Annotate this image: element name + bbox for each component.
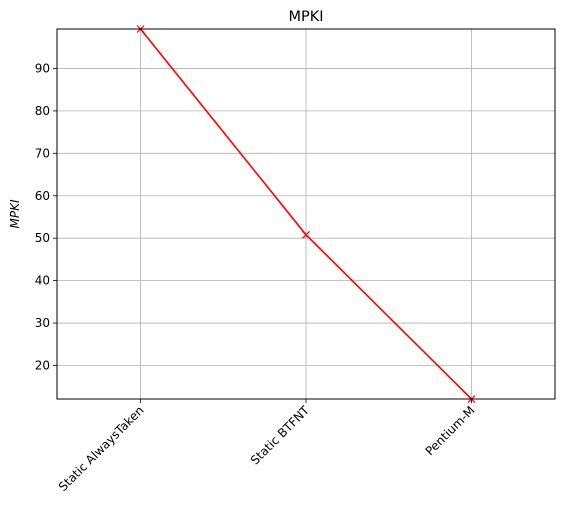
x-tick-label: Static BTFNT [248,403,313,468]
x-tick-label: Pentium-M [423,403,478,458]
y-tick-label: 60 [35,189,50,203]
y-tick-label: 50 [35,231,50,245]
chart-title: MPKI [288,9,323,25]
y-tick-label: 80 [35,104,50,118]
marker-stroke [302,230,310,239]
data-point [302,230,310,239]
grid-lines [57,29,555,399]
x-axis: Static AlwaysTaken Static BTFNT Pentium-M [56,399,478,494]
y-axis-label: MPKI [8,199,22,228]
y-tick-label: 30 [35,316,50,330]
y-tick-label: 90 [35,61,50,75]
y-tick-label: 70 [35,146,50,160]
x-tick-label: Static AlwaysTaken [56,403,147,494]
y-axis: 20 30 40 50 60 70 80 90 [35,61,57,372]
y-tick-label: 40 [35,274,50,288]
y-tick-label: 20 [35,358,50,372]
